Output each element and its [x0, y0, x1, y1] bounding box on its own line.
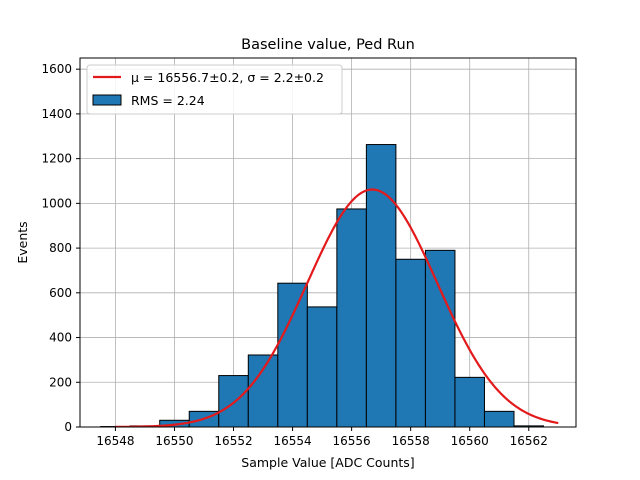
histogram-bar	[218, 375, 249, 427]
y-tick-label: 1000	[41, 196, 72, 210]
chart-title: Baseline value, Ped Run	[241, 37, 415, 53]
x-tick-label: 16550	[155, 434, 193, 448]
y-axis-label: Events	[15, 221, 30, 263]
y-tick-label: 1200	[41, 152, 72, 166]
y-tick-label: 1600	[41, 62, 72, 76]
x-tick-label: 16560	[451, 434, 489, 448]
y-tick-label: 200	[49, 375, 72, 389]
y-tick-label: 400	[49, 331, 72, 345]
histogram-bar	[395, 258, 426, 427]
histogram-bar	[483, 410, 515, 427]
gaussian-fit-curve	[115, 188, 559, 427]
legend-histogram-swatch	[92, 94, 122, 106]
x-tick-label: 16554	[273, 434, 311, 448]
histogram-bar	[365, 144, 397, 427]
legend: μ = 16556.7±0.2, σ = 2.2±0.2 RMS = 2.24	[86, 64, 343, 115]
x-axis-label: Sample Value [ADC Counts]	[241, 455, 414, 470]
plot-frame	[79, 57, 577, 428]
histogram-bar	[424, 249, 456, 427]
histogram-bar	[277, 282, 308, 427]
histogram-bar	[336, 208, 367, 427]
y-tick-label: 600	[49, 286, 72, 300]
x-tick-label: 16558	[392, 434, 430, 448]
x-tick-label: 16548	[96, 434, 134, 448]
y-tick-label: 0	[64, 420, 72, 434]
x-axis-ticks: 16548 16550 16552 16554 16556 16558 16560 16562	[96, 427, 548, 448]
y-tick-label: 800	[49, 241, 72, 255]
x-tick-label: 16556	[333, 434, 371, 448]
x-tick-label: 16552	[214, 434, 252, 448]
legend-fit-label: μ = 16556.7±0.2, σ = 2.2±0.2	[131, 70, 324, 85]
legend-histogram-label: RMS = 2.24	[131, 93, 205, 108]
y-axis-ticks: 0 200 400 600 800 1000 1200 1400 1600	[41, 62, 80, 434]
histogram-bar	[454, 376, 485, 427]
histogram-bar	[247, 354, 279, 427]
histogram-bar	[306, 306, 338, 427]
x-tick-label: 16562	[510, 434, 548, 448]
histogram-bars	[100, 144, 545, 427]
y-tick-label: 1400	[41, 107, 72, 121]
legend-box	[86, 64, 343, 115]
